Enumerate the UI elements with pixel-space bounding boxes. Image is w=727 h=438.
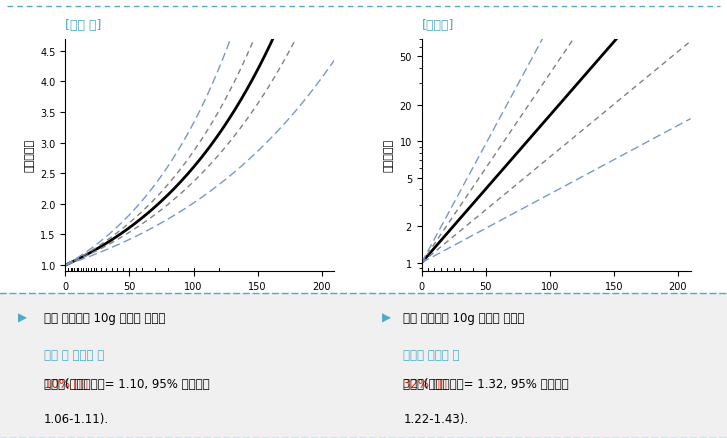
Text: 하루 음주량이 10g 증가할 때마다: 하루 음주량이 10g 증가할 때마다 — [44, 311, 169, 324]
Y-axis label: 상대위험도: 상대위험도 — [384, 139, 394, 172]
Text: 합니다(상대위험도= 1.32, 95% 신뢰구간: 합니다(상대위험도= 1.32, 95% 신뢰구간 — [403, 377, 569, 390]
Text: 하루 음주량이 10g 증가할 때마다: 하루 음주량이 10g 증가할 때마다 — [403, 311, 529, 324]
Text: 전체 암 위험이 약: 전체 암 위험이 약 — [44, 348, 104, 361]
Text: 식도암 위험이 약: 식도암 위험이 약 — [403, 348, 460, 361]
Text: [전체 암]: [전체 암] — [65, 18, 102, 32]
Y-axis label: 상대위험도: 상대위험도 — [25, 139, 35, 172]
Text: 10% 증가: 10% 증가 — [44, 377, 87, 390]
Text: 합니다(상대위험도= 1.10, 95% 신뢰구간: 합니다(상대위험도= 1.10, 95% 신뢰구간 — [44, 377, 209, 390]
Text: 1.22-1.43).: 1.22-1.43). — [403, 412, 469, 425]
Text: ▶: ▶ — [382, 311, 390, 324]
Text: ▶: ▶ — [18, 311, 27, 324]
Text: [식도암]: [식도암] — [422, 18, 454, 32]
Text: 32% 증가: 32% 증가 — [403, 377, 447, 390]
X-axis label: 음주량, g/일: 음주량, g/일 — [177, 297, 222, 307]
X-axis label: 음주량, g/일: 음주량, g/일 — [534, 297, 579, 307]
Text: 1.06-1.11).: 1.06-1.11). — [44, 412, 109, 425]
